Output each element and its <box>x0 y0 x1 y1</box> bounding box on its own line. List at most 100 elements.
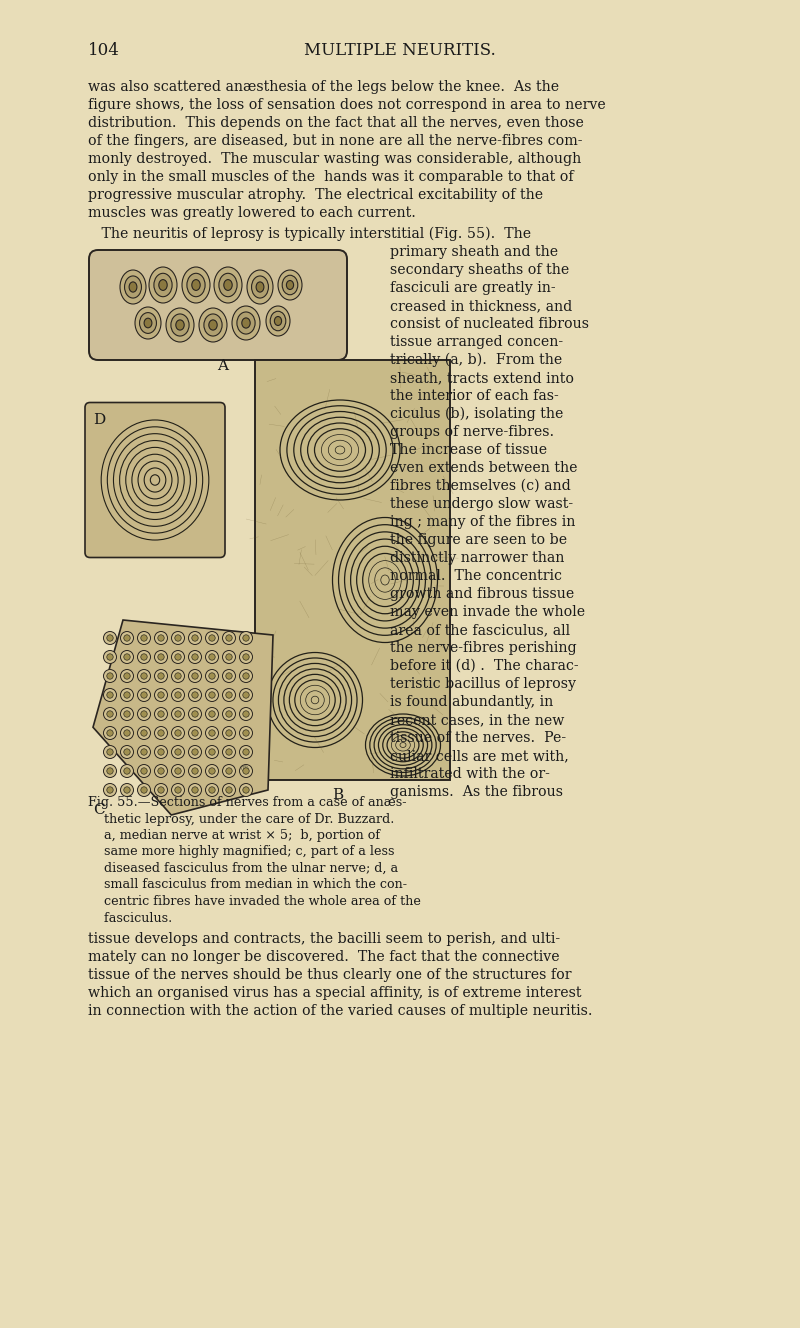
Circle shape <box>243 653 250 660</box>
Text: in connection with the action of the varied causes of multiple neuritis.: in connection with the action of the var… <box>88 1004 593 1019</box>
Text: creased in thickness, and: creased in thickness, and <box>390 299 572 313</box>
Text: thetic leprosy, under the care of Dr. Buzzard.: thetic leprosy, under the care of Dr. Bu… <box>88 813 394 826</box>
Circle shape <box>103 745 117 758</box>
Text: 104: 104 <box>88 42 120 58</box>
Ellipse shape <box>251 276 269 297</box>
Circle shape <box>192 692 198 699</box>
Circle shape <box>141 786 147 793</box>
Ellipse shape <box>171 313 189 336</box>
Circle shape <box>138 784 150 797</box>
Circle shape <box>141 692 147 699</box>
Text: may even invade the whole: may even invade the whole <box>390 606 585 619</box>
Text: the figure are seen to be: the figure are seen to be <box>390 533 567 547</box>
Circle shape <box>243 635 250 641</box>
Circle shape <box>124 635 130 641</box>
Circle shape <box>103 784 117 797</box>
Circle shape <box>243 730 250 736</box>
Text: D: D <box>93 413 106 426</box>
Ellipse shape <box>182 267 210 303</box>
Text: tissue of the nerves should be thus clearly one of the structures for: tissue of the nerves should be thus clea… <box>88 968 571 981</box>
Circle shape <box>175 730 181 736</box>
Circle shape <box>103 669 117 683</box>
Ellipse shape <box>125 276 142 297</box>
Circle shape <box>121 632 134 644</box>
Circle shape <box>243 692 250 699</box>
Circle shape <box>103 688 117 701</box>
Circle shape <box>206 669 218 683</box>
Circle shape <box>175 692 181 699</box>
Circle shape <box>158 673 164 679</box>
Circle shape <box>154 765 167 777</box>
Circle shape <box>209 673 215 679</box>
Circle shape <box>141 653 147 660</box>
Circle shape <box>158 635 164 641</box>
Circle shape <box>192 673 198 679</box>
Circle shape <box>171 745 185 758</box>
Text: B: B <box>332 788 343 802</box>
Circle shape <box>158 653 164 660</box>
Text: C: C <box>93 803 105 817</box>
Text: primary sheath and the: primary sheath and the <box>390 244 558 259</box>
Circle shape <box>158 749 164 756</box>
Circle shape <box>226 768 232 774</box>
Circle shape <box>222 765 235 777</box>
Circle shape <box>138 651 150 664</box>
Circle shape <box>171 651 185 664</box>
Circle shape <box>171 784 185 797</box>
Circle shape <box>171 669 185 683</box>
Circle shape <box>222 708 235 721</box>
Ellipse shape <box>237 312 255 335</box>
Circle shape <box>154 708 167 721</box>
Ellipse shape <box>224 280 232 291</box>
Text: monly destroyed.  The muscular wasting was considerable, although: monly destroyed. The muscular wasting wa… <box>88 151 582 166</box>
Circle shape <box>154 669 167 683</box>
Circle shape <box>239 745 253 758</box>
Text: growth and fibrous tissue: growth and fibrous tissue <box>390 587 574 602</box>
Circle shape <box>189 708 202 721</box>
Ellipse shape <box>176 320 184 331</box>
Ellipse shape <box>232 305 260 340</box>
Circle shape <box>226 730 232 736</box>
Circle shape <box>222 688 235 701</box>
Circle shape <box>141 730 147 736</box>
Circle shape <box>138 708 150 721</box>
Circle shape <box>206 632 218 644</box>
Ellipse shape <box>139 312 157 333</box>
Circle shape <box>158 730 164 736</box>
Circle shape <box>175 786 181 793</box>
Circle shape <box>209 692 215 699</box>
Circle shape <box>107 768 114 774</box>
Circle shape <box>192 768 198 774</box>
Circle shape <box>206 708 218 721</box>
Circle shape <box>141 673 147 679</box>
Circle shape <box>243 786 250 793</box>
Circle shape <box>171 632 185 644</box>
Circle shape <box>138 669 150 683</box>
Circle shape <box>124 673 130 679</box>
Text: diseased fasciculus from the ulnar nerve; d, a: diseased fasciculus from the ulnar nerve… <box>88 862 398 875</box>
Text: culiar cells are met with,: culiar cells are met with, <box>390 749 569 764</box>
Circle shape <box>158 692 164 699</box>
Circle shape <box>175 653 181 660</box>
Circle shape <box>121 765 134 777</box>
Circle shape <box>141 635 147 641</box>
Circle shape <box>175 768 181 774</box>
Circle shape <box>206 726 218 740</box>
Text: groups of nerve-fibres.: groups of nerve-fibres. <box>390 425 554 440</box>
Circle shape <box>239 708 253 721</box>
Circle shape <box>103 726 117 740</box>
Circle shape <box>206 688 218 701</box>
Circle shape <box>158 768 164 774</box>
Circle shape <box>226 710 232 717</box>
Text: before it (d) .  The charac-: before it (d) . The charac- <box>390 659 578 673</box>
Text: ciculus (b), isolating the: ciculus (b), isolating the <box>390 406 563 421</box>
Ellipse shape <box>278 270 302 300</box>
Text: trically (a, b).  From the: trically (a, b). From the <box>390 353 562 368</box>
Text: a, median nerve at wrist × 5;  b, portion of: a, median nerve at wrist × 5; b, portion… <box>88 829 380 842</box>
Circle shape <box>103 765 117 777</box>
Ellipse shape <box>204 313 222 336</box>
Circle shape <box>206 765 218 777</box>
Circle shape <box>192 635 198 641</box>
Circle shape <box>175 710 181 717</box>
Circle shape <box>192 710 198 717</box>
